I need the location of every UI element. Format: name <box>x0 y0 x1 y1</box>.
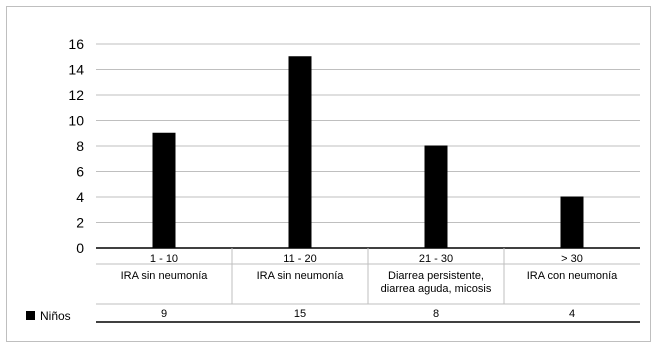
y-tick-label: 0 <box>76 240 84 256</box>
bar-2 <box>288 56 312 249</box>
category-label: 21 - 30 <box>419 253 453 265</box>
y-tick-label: 10 <box>68 113 84 129</box>
category-sublabel: Diarrea persistente, <box>388 270 484 282</box>
data-table-value: 4 <box>569 308 575 320</box>
data-table-value: 9 <box>161 308 167 320</box>
bar-4 <box>560 196 584 249</box>
y-tick-label: 12 <box>68 87 84 103</box>
y-tick-label: 14 <box>68 62 84 78</box>
bar-3 <box>424 145 448 249</box>
data-table-value: 8 <box>433 308 439 320</box>
legend-label: Niños <box>40 309 71 323</box>
legend-swatch <box>26 311 35 320</box>
y-tick-label: 6 <box>76 164 84 180</box>
category-sublabel: diarrea aguda, micosis <box>381 283 492 295</box>
data-table-value: 15 <box>294 308 306 320</box>
category-label: 11 - 20 <box>283 253 316 265</box>
y-tick-label: 2 <box>76 215 84 231</box>
y-tick-label: 8 <box>76 138 84 154</box>
category-sublabel: IRA sin neumonía <box>257 270 345 282</box>
bar-1 <box>152 132 176 249</box>
y-tick-label: 16 <box>68 36 84 52</box>
chart-frame <box>6 6 651 342</box>
category-sublabel: IRA sin neumonía <box>121 270 209 282</box>
y-tick-label: 4 <box>76 189 84 205</box>
category-label: 1 - 10 <box>150 253 178 265</box>
category-sublabel: IRA con neumonía <box>527 270 618 282</box>
category-label: > 30 <box>561 253 583 265</box>
